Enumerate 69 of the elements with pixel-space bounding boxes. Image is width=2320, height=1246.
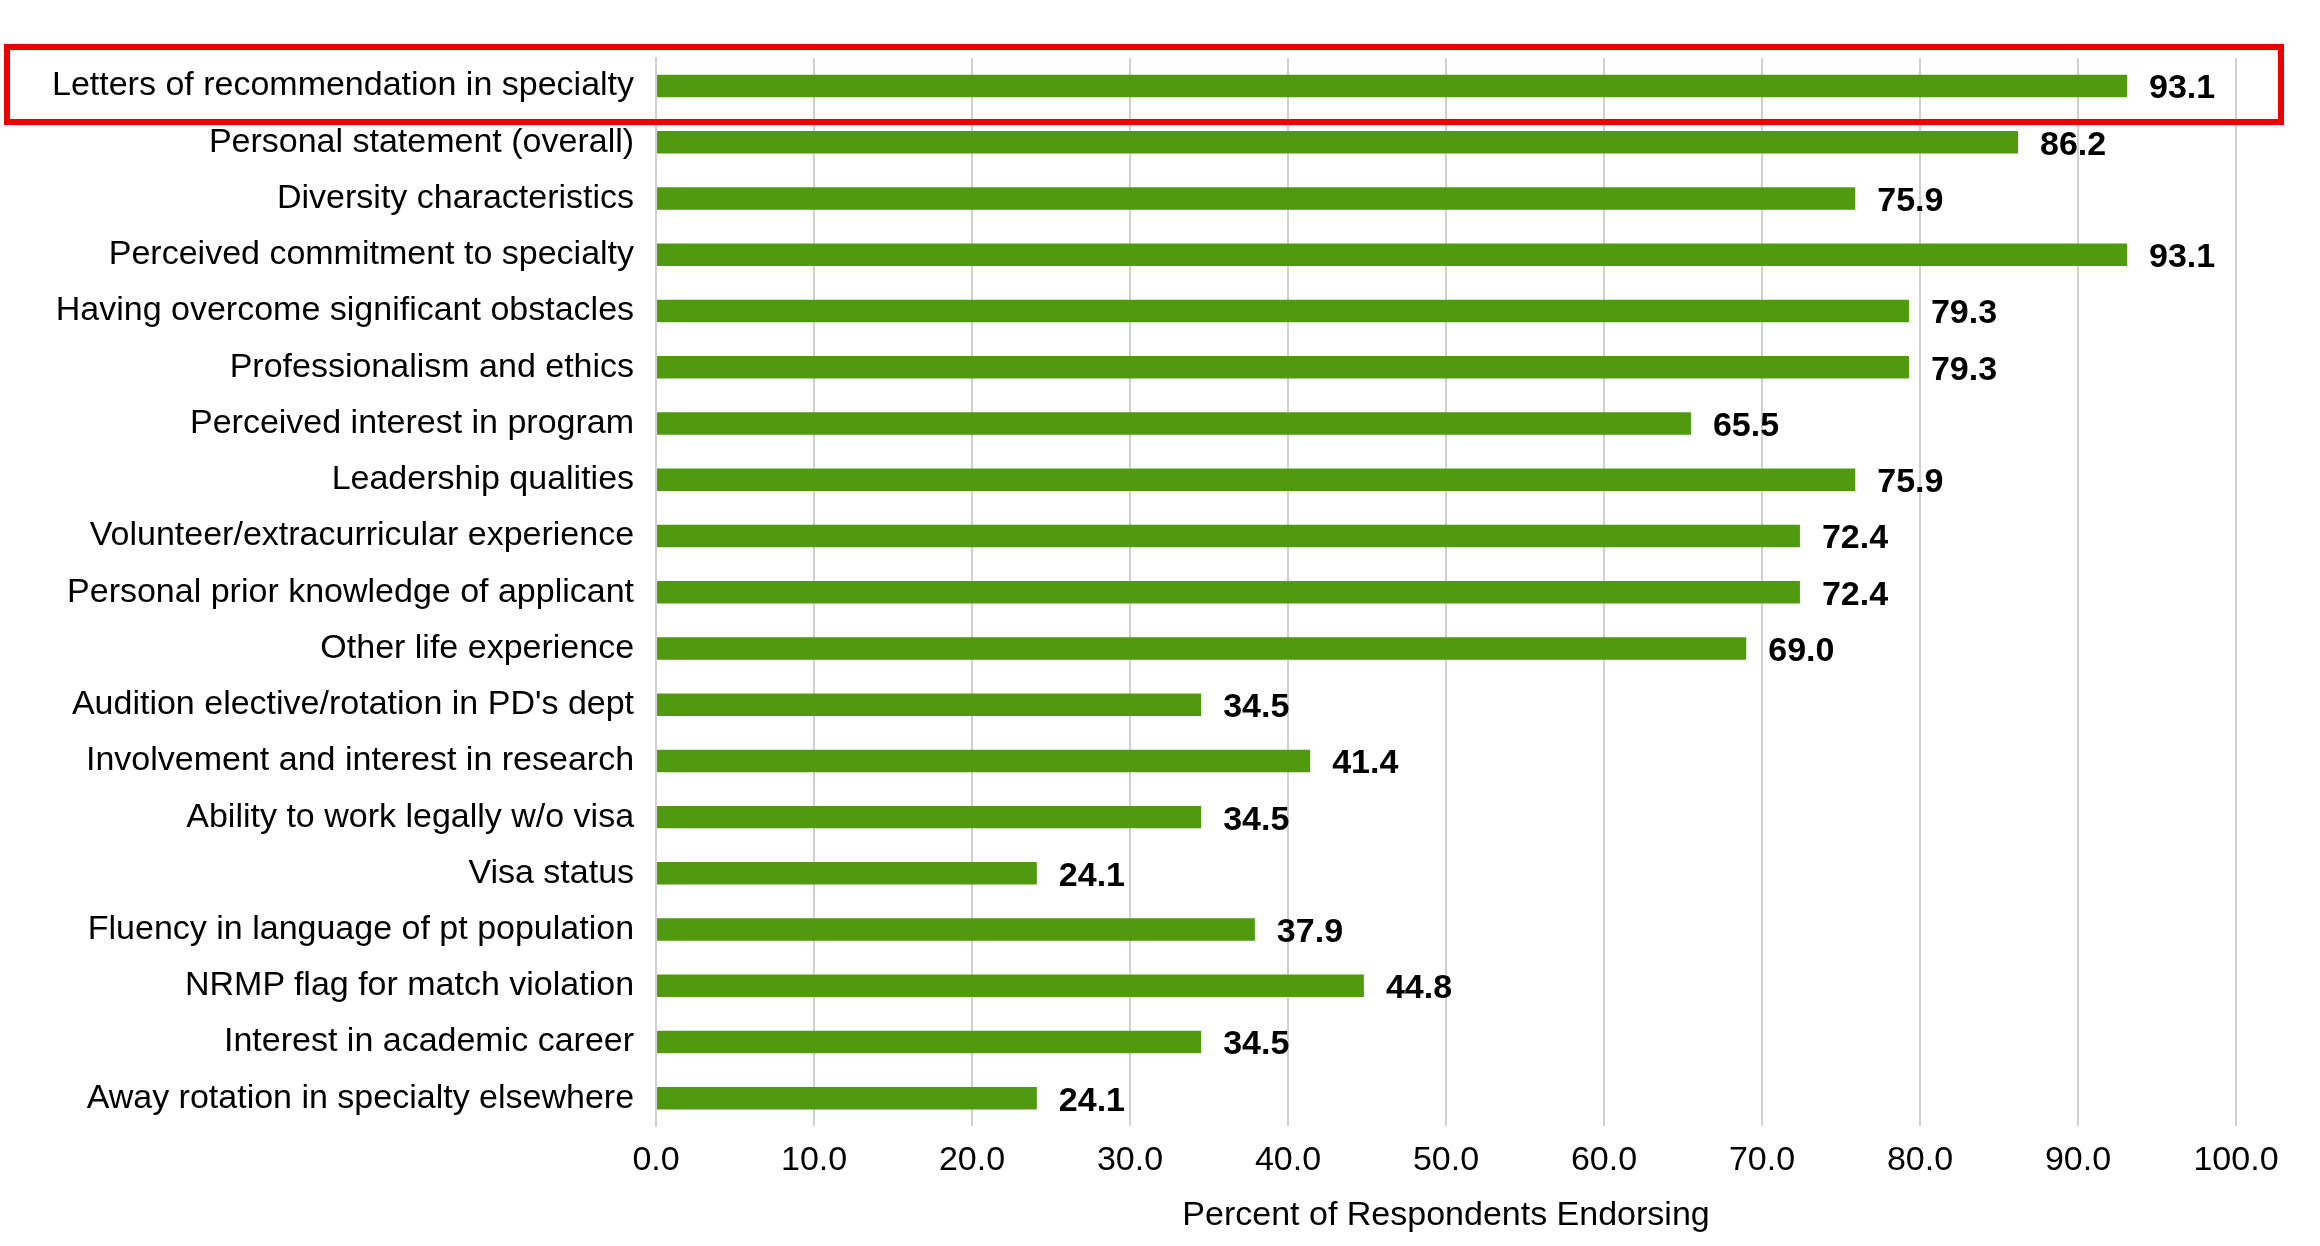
bar [657,524,1800,548]
bar [657,299,1909,323]
y-tick-label: Involvement and interest in research [85,739,635,778]
data-label: 34.5 [1223,686,1290,725]
bar [657,637,1747,660]
y-tick-label: Personal statement (overall) [208,120,635,159]
x-tick-label: 60.0 [1570,1139,1638,1178]
y-tick-label: NRMP flag for match violation [184,964,635,1003]
y-tick-label: Fluency in language of pt population [87,907,635,946]
bar [657,356,1909,379]
y-tick-label: Leadership qualities [331,458,635,497]
x-tick-label: 100.0 [2193,1139,2279,1178]
bar [657,131,2018,154]
y-tick-label: Other life experience [320,626,635,665]
data-label: 41.4 [1332,742,1399,781]
data-label: 37.9 [1276,910,1344,949]
bar [657,74,2127,98]
data-label: 79.3 [1930,348,1998,387]
bar [657,1030,1202,1054]
bar [657,974,1364,998]
x-tick-label: 10.0 [780,1139,848,1178]
y-tick-label: Letters of recommendation in specialty [51,64,635,103]
x-tick-label: 0.0 [632,1139,680,1178]
data-label: 93.1 [2148,236,2216,275]
y-tick-label: Personal prior knowledge of applicant [67,570,635,609]
bar [657,805,1202,829]
bar [657,918,1255,941]
x-tick-label: 50.0 [1412,1139,1480,1178]
x-tick-label: 90.0 [2044,1139,2112,1178]
data-label: 79.3 [1930,292,1998,331]
bar [657,1087,1037,1110]
data-label: 65.5 [1712,404,1780,443]
bar [657,468,1856,491]
data-label: 75.9 [1877,461,1944,500]
data-label: 93.1 [2148,67,2216,106]
bar [657,749,1311,773]
bar [657,693,1202,716]
y-tick-label: Professionalism and ethics [229,345,635,384]
bar [657,187,1856,210]
data-label: 69.0 [1768,629,1835,668]
y-tick-label: Ability to work legally w/o visa [186,795,635,834]
data-label: 24.1 [1058,1079,1126,1118]
y-tick-label: Visa status [468,851,635,890]
x-tick-label: 20.0 [938,1139,1006,1178]
data-label: 34.5 [1223,1023,1290,1062]
x-tick-label: 30.0 [1096,1139,1164,1178]
x-axis-title: Percent of Respondents Endorsing [1182,1193,1710,1232]
data-label: 34.5 [1223,798,1290,837]
bar [657,412,1691,435]
y-tick-label: Having overcome significant obstacles [55,289,635,328]
x-tick-label: 80.0 [1886,1139,1954,1178]
y-tick-label: Diversity characteristics [276,176,635,215]
x-tick-label: 70.0 [1728,1139,1796,1178]
data-label: 72.4 [1821,517,1889,556]
y-tick-label: Volunteer/extracurricular experience [89,514,635,553]
y-tick-label: Away rotation in specialty elsewhere [86,1076,635,1115]
y-tick-label: Perceived commitment to specialty [108,233,635,272]
y-tick-label: Interest in academic career [223,1020,635,1059]
y-tick-label: Perceived interest in program [189,401,635,440]
y-tick-label: Audition elective/rotation in PD's dept [71,683,635,722]
data-label: 44.8 [1385,967,1453,1006]
bar [657,243,2127,267]
data-label: 86.2 [2039,123,2107,162]
data-label: 24.1 [1058,854,1126,893]
bar [657,580,1800,604]
data-label: 72.4 [1821,573,1889,612]
bar [657,862,1037,885]
x-tick-label: 40.0 [1254,1139,1322,1178]
data-label: 75.9 [1877,179,1944,218]
